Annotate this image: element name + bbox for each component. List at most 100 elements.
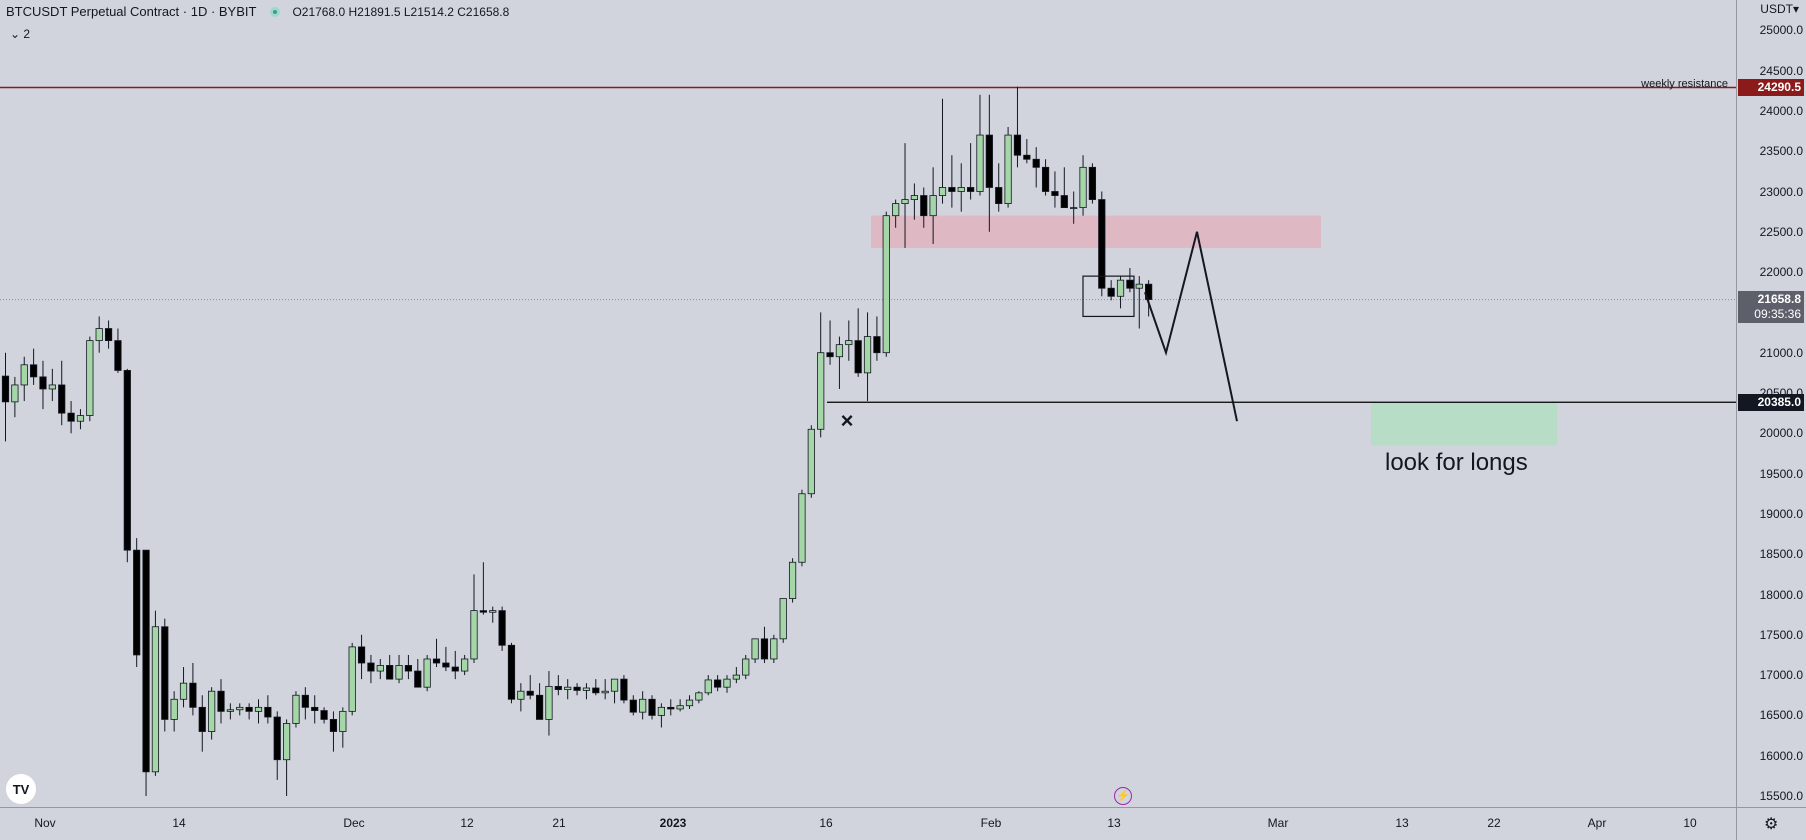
candle[interactable] bbox=[67, 401, 75, 434]
candle[interactable] bbox=[770, 634, 778, 664]
candle[interactable] bbox=[648, 695, 656, 720]
candle[interactable] bbox=[404, 654, 413, 680]
time-axis[interactable]: Nov 14 Dec 12 21 2023 16 Feb 13 Mar 13 22 Apr 10 bbox=[0, 807, 1736, 840]
candle[interactable] bbox=[564, 679, 572, 700]
candle[interactable] bbox=[20, 356, 28, 402]
candle[interactable] bbox=[1023, 139, 1031, 164]
price-axis[interactable]: USDT▾ 25000.0 24500.0 24000.0 23500.0 23000.… bbox=[1736, 0, 1806, 807]
candle[interactable] bbox=[573, 683, 581, 696]
candle[interactable] bbox=[479, 562, 487, 615]
indicators-toggle[interactable]: ⌄ 2 bbox=[10, 27, 31, 41]
candle[interactable] bbox=[1088, 163, 1097, 204]
candle[interactable] bbox=[1126, 268, 1134, 293]
candle[interactable] bbox=[892, 199, 900, 228]
candle[interactable] bbox=[582, 683, 591, 700]
candle[interactable] bbox=[461, 654, 469, 676]
candle[interactable] bbox=[86, 336, 94, 422]
candle[interactable] bbox=[685, 695, 694, 709]
candle[interactable] bbox=[1116, 276, 1125, 309]
candle[interactable] bbox=[629, 695, 637, 716]
candle[interactable] bbox=[667, 699, 675, 716]
candle[interactable] bbox=[226, 703, 234, 720]
candle[interactable] bbox=[1098, 191, 1106, 297]
candle[interactable] bbox=[817, 312, 825, 438]
candle[interactable] bbox=[133, 538, 141, 668]
candle[interactable] bbox=[845, 320, 853, 361]
candle[interactable] bbox=[751, 638, 759, 664]
candle[interactable] bbox=[517, 683, 525, 712]
candle[interactable] bbox=[217, 679, 225, 724]
projection-path[interactable] bbox=[1144, 231, 1238, 422]
candle[interactable] bbox=[1, 352, 10, 442]
candle[interactable] bbox=[39, 360, 47, 410]
candle[interactable] bbox=[742, 654, 750, 680]
candle[interactable] bbox=[367, 654, 375, 684]
candle[interactable] bbox=[442, 646, 450, 672]
candle[interactable] bbox=[357, 634, 366, 680]
candle[interactable] bbox=[292, 691, 300, 728]
candle[interactable] bbox=[170, 691, 178, 732]
candle[interactable] bbox=[432, 638, 441, 668]
candle[interactable] bbox=[451, 650, 459, 680]
candle[interactable] bbox=[282, 719, 291, 796]
candle[interactable] bbox=[470, 574, 478, 664]
candle[interactable] bbox=[995, 163, 1003, 212]
candle[interactable] bbox=[386, 654, 394, 680]
candle[interactable] bbox=[1032, 147, 1040, 188]
candle[interactable] bbox=[788, 558, 797, 603]
candle[interactable] bbox=[1135, 276, 1143, 329]
candle[interactable] bbox=[873, 316, 881, 361]
candle[interactable] bbox=[198, 695, 206, 752]
candle[interactable] bbox=[732, 667, 740, 684]
candle[interactable] bbox=[179, 667, 188, 708]
candle[interactable] bbox=[948, 155, 956, 208]
candle[interactable] bbox=[254, 699, 263, 724]
demand-zone[interactable] bbox=[1371, 402, 1557, 446]
tradingview-logo-icon[interactable]: TV bbox=[6, 774, 36, 804]
candle[interactable] bbox=[245, 703, 253, 720]
candle[interactable] bbox=[114, 328, 122, 373]
candle[interactable] bbox=[236, 703, 244, 716]
gear-icon[interactable]: ⚙ bbox=[1764, 816, 1779, 833]
candle[interactable] bbox=[301, 687, 309, 720]
candle[interactable] bbox=[610, 678, 619, 704]
candle[interactable] bbox=[264, 695, 272, 724]
currency-selector[interactable]: USDT▾ bbox=[1760, 2, 1799, 16]
chart-canvas[interactable]: weekly resistance look for longs × bbox=[0, 0, 1736, 807]
candle[interactable] bbox=[151, 610, 160, 776]
candle[interactable] bbox=[348, 642, 356, 716]
candle[interactable] bbox=[104, 320, 113, 349]
candle[interactable] bbox=[414, 658, 422, 688]
candle[interactable] bbox=[311, 695, 319, 724]
candle[interactable] bbox=[835, 336, 844, 389]
candle[interactable] bbox=[123, 368, 131, 563]
symbol-title[interactable]: BTCUSDT Perpetual Contract · 1D · BYBIT bbox=[6, 4, 257, 19]
candle[interactable] bbox=[920, 187, 928, 228]
candle[interactable] bbox=[423, 654, 431, 692]
candle[interactable] bbox=[639, 691, 647, 720]
candle[interactable] bbox=[723, 675, 731, 693]
candle[interactable] bbox=[929, 167, 937, 244]
candle[interactable] bbox=[760, 626, 769, 664]
candle[interactable] bbox=[1107, 280, 1115, 301]
supply-zone[interactable] bbox=[871, 215, 1321, 248]
candle[interactable] bbox=[1060, 167, 1068, 209]
x-marker[interactable]: × bbox=[841, 408, 854, 433]
candle[interactable] bbox=[938, 98, 947, 204]
candle[interactable] bbox=[273, 711, 281, 780]
candle[interactable] bbox=[545, 671, 553, 736]
candle[interactable] bbox=[1041, 159, 1050, 196]
candle[interactable] bbox=[142, 549, 150, 796]
candle[interactable] bbox=[76, 409, 85, 430]
candle[interactable] bbox=[676, 699, 684, 712]
candle[interactable] bbox=[161, 618, 169, 732]
candle[interactable] bbox=[507, 642, 516, 704]
candle[interactable] bbox=[695, 691, 703, 704]
candle[interactable] bbox=[535, 683, 544, 720]
candle[interactable] bbox=[807, 425, 815, 498]
candle[interactable] bbox=[592, 679, 600, 696]
candle[interactable] bbox=[95, 316, 103, 353]
look-for-longs-label[interactable]: look for longs bbox=[1385, 449, 1528, 476]
candle[interactable] bbox=[58, 360, 66, 426]
candle[interactable] bbox=[320, 707, 328, 724]
